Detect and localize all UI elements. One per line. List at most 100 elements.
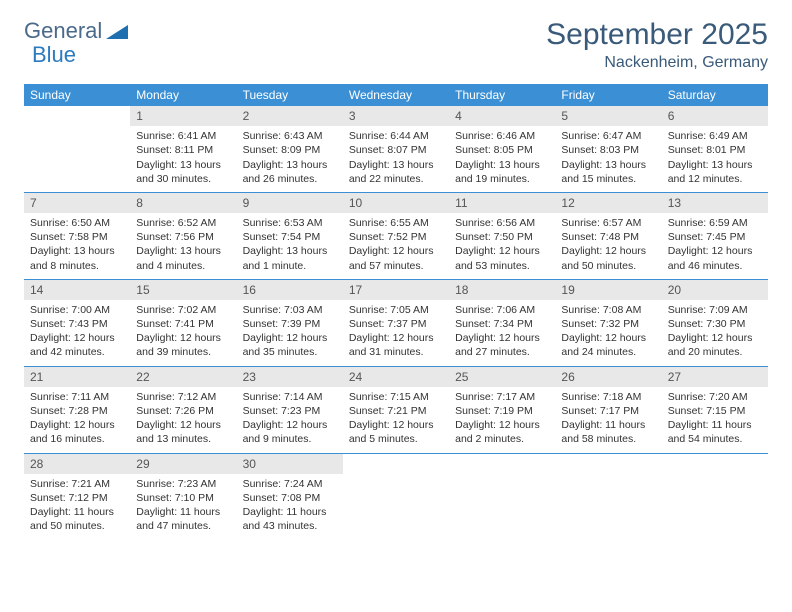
sunset-text: Sunset: 7:19 PM bbox=[455, 404, 549, 418]
daylight-text: Daylight: 12 hours bbox=[349, 331, 443, 345]
calendar-day-cell: 2Sunrise: 6:43 AMSunset: 8:09 PMDaylight… bbox=[237, 106, 343, 192]
sunset-text: Sunset: 7:17 PM bbox=[561, 404, 655, 418]
daylight-text: and 4 minutes. bbox=[136, 259, 230, 273]
sunrise-text: Sunrise: 6:47 AM bbox=[561, 129, 655, 143]
sunset-text: Sunset: 8:03 PM bbox=[561, 143, 655, 157]
month-title: September 2025 bbox=[546, 18, 768, 52]
day-number: 25 bbox=[449, 367, 555, 387]
day-number: 3 bbox=[343, 106, 449, 126]
sunrise-text: Sunrise: 7:24 AM bbox=[243, 477, 337, 491]
calendar-day-cell: 17Sunrise: 7:05 AMSunset: 7:37 PMDayligh… bbox=[343, 279, 449, 366]
daylight-text: and 27 minutes. bbox=[455, 345, 549, 359]
sunrise-text: Sunrise: 6:56 AM bbox=[455, 216, 549, 230]
weekday-header: Saturday bbox=[662, 84, 768, 106]
calendar-day-cell: 9Sunrise: 6:53 AMSunset: 7:54 PMDaylight… bbox=[237, 192, 343, 279]
daylight-text: Daylight: 13 hours bbox=[30, 244, 124, 258]
sunrise-text: Sunrise: 6:59 AM bbox=[668, 216, 762, 230]
daylight-text: Daylight: 12 hours bbox=[349, 418, 443, 432]
sunrise-text: Sunrise: 7:11 AM bbox=[30, 390, 124, 404]
day-number: 5 bbox=[555, 106, 661, 126]
daylight-text: and 50 minutes. bbox=[561, 259, 655, 273]
calendar-day-cell: 14 Sunrise: 7:00 AMSunset: 7:43 PMDayligh… bbox=[24, 279, 130, 366]
sunset-text: Sunset: 7:10 PM bbox=[136, 491, 230, 505]
day-number: 6 bbox=[662, 106, 768, 126]
sunset-text: Sunset: 7:56 PM bbox=[136, 230, 230, 244]
logo-triangle-icon bbox=[106, 23, 128, 39]
calendar-week-row: 7Sunrise: 6:50 AMSunset: 7:58 PMDaylight… bbox=[24, 192, 768, 279]
sunrise-text: Sunrise: 7:00 AM bbox=[30, 303, 124, 317]
daylight-text: Daylight: 12 hours bbox=[30, 331, 124, 345]
sunset-text: Sunset: 7:08 PM bbox=[243, 491, 337, 505]
calendar-day-cell: 3Sunrise: 6:44 AMSunset: 8:07 PMDaylight… bbox=[343, 106, 449, 192]
day-number: 2 bbox=[237, 106, 343, 126]
day-number: 7 bbox=[24, 193, 130, 213]
calendar-day-cell: 22Sunrise: 7:12 AMSunset: 7:26 PMDayligh… bbox=[130, 366, 236, 453]
brand-logo: General bbox=[24, 18, 128, 44]
calendar-day-cell: 19Sunrise: 7:08 AMSunset: 7:32 PMDayligh… bbox=[555, 279, 661, 366]
calendar-day-cell: 5Sunrise: 6:47 AMSunset: 8:03 PMDaylight… bbox=[555, 106, 661, 192]
day-number: 13 bbox=[662, 193, 768, 213]
daylight-text: Daylight: 12 hours bbox=[455, 418, 549, 432]
sunset-text: Sunset: 7:15 PM bbox=[668, 404, 762, 418]
sunset-text: Sunset: 7:37 PM bbox=[349, 317, 443, 331]
day-number: 9 bbox=[237, 193, 343, 213]
daylight-text: and 22 minutes. bbox=[349, 172, 443, 186]
sunrise-text: Sunrise: 6:46 AM bbox=[455, 129, 549, 143]
sunset-text: Sunset: 7:23 PM bbox=[243, 404, 337, 418]
daylight-text: Daylight: 11 hours bbox=[136, 505, 230, 519]
calendar-day-cell: 6Sunrise: 6:49 AMSunset: 8:01 PMDaylight… bbox=[662, 106, 768, 192]
sunset-text: Sunset: 7:58 PM bbox=[30, 230, 124, 244]
sunset-text: Sunset: 8:09 PM bbox=[243, 143, 337, 157]
day-number: 10 bbox=[343, 193, 449, 213]
brand-part2: Blue bbox=[32, 42, 76, 68]
weekday-header: Monday bbox=[130, 84, 236, 106]
daylight-text: and 13 minutes. bbox=[136, 432, 230, 446]
daylight-text: Daylight: 12 hours bbox=[455, 331, 549, 345]
daylight-text: Daylight: 12 hours bbox=[243, 331, 337, 345]
daylight-text: and 46 minutes. bbox=[668, 259, 762, 273]
daylight-text: and 1 minute. bbox=[243, 259, 337, 273]
day-number: 15 bbox=[130, 280, 236, 300]
brand-part1: General bbox=[24, 18, 102, 44]
calendar-week-row: 21Sunrise: 7:11 AMSunset: 7:28 PMDayligh… bbox=[24, 366, 768, 453]
sunset-text: Sunset: 7:26 PM bbox=[136, 404, 230, 418]
calendar-day-cell: 12Sunrise: 6:57 AMSunset: 7:48 PMDayligh… bbox=[555, 192, 661, 279]
sunset-text: Sunset: 7:50 PM bbox=[455, 230, 549, 244]
sunrise-text: Sunrise: 6:49 AM bbox=[668, 129, 762, 143]
daylight-text: Daylight: 13 hours bbox=[136, 158, 230, 172]
sunset-text: Sunset: 7:45 PM bbox=[668, 230, 762, 244]
daylight-text: Daylight: 12 hours bbox=[668, 244, 762, 258]
sunset-text: Sunset: 8:11 PM bbox=[136, 143, 230, 157]
calendar-day-cell: 10Sunrise: 6:55 AMSunset: 7:52 PMDayligh… bbox=[343, 192, 449, 279]
day-number: 20 bbox=[662, 280, 768, 300]
sunrise-text: Sunrise: 6:52 AM bbox=[136, 216, 230, 230]
daylight-text: Daylight: 12 hours bbox=[136, 418, 230, 432]
calendar-day-cell: 26Sunrise: 7:18 AMSunset: 7:17 PMDayligh… bbox=[555, 366, 661, 453]
sunrise-text: Sunrise: 6:55 AM bbox=[349, 216, 443, 230]
sunrise-text: Sunrise: 7:14 AM bbox=[243, 390, 337, 404]
day-number: 21 bbox=[24, 367, 130, 387]
daylight-text: Daylight: 13 hours bbox=[136, 244, 230, 258]
sunrise-text: Sunrise: 6:50 AM bbox=[30, 216, 124, 230]
sunrise-text: Sunrise: 7:12 AM bbox=[136, 390, 230, 404]
daylight-text: and 2 minutes. bbox=[455, 432, 549, 446]
calendar-day-cell: 21Sunrise: 7:11 AMSunset: 7:28 PMDayligh… bbox=[24, 366, 130, 453]
calendar-day-cell: 4Sunrise: 6:46 AMSunset: 8:05 PMDaylight… bbox=[449, 106, 555, 192]
daylight-text: and 50 minutes. bbox=[30, 519, 124, 533]
day-number: 28 bbox=[24, 454, 130, 474]
calendar-day-cell: 23Sunrise: 7:14 AMSunset: 7:23 PMDayligh… bbox=[237, 366, 343, 453]
calendar-day-cell bbox=[555, 453, 661, 539]
daylight-text: and 9 minutes. bbox=[243, 432, 337, 446]
daylight-text: and 35 minutes. bbox=[243, 345, 337, 359]
weekday-header: Thursday bbox=[449, 84, 555, 106]
daylight-text: and 5 minutes. bbox=[349, 432, 443, 446]
sunset-text: Sunset: 7:43 PM bbox=[30, 317, 124, 331]
calendar-day-cell: 11Sunrise: 6:56 AMSunset: 7:50 PMDayligh… bbox=[449, 192, 555, 279]
sunrise-text: Sunrise: 7:21 AM bbox=[30, 477, 124, 491]
calendar-week-row: 28Sunrise: 7:21 AMSunset: 7:12 PMDayligh… bbox=[24, 453, 768, 539]
sunrise-text: Sunrise: 6:41 AM bbox=[136, 129, 230, 143]
day-number: 26 bbox=[555, 367, 661, 387]
daylight-text: and 58 minutes. bbox=[561, 432, 655, 446]
daylight-text: Daylight: 11 hours bbox=[561, 418, 655, 432]
day-number: 14 bbox=[24, 280, 130, 300]
